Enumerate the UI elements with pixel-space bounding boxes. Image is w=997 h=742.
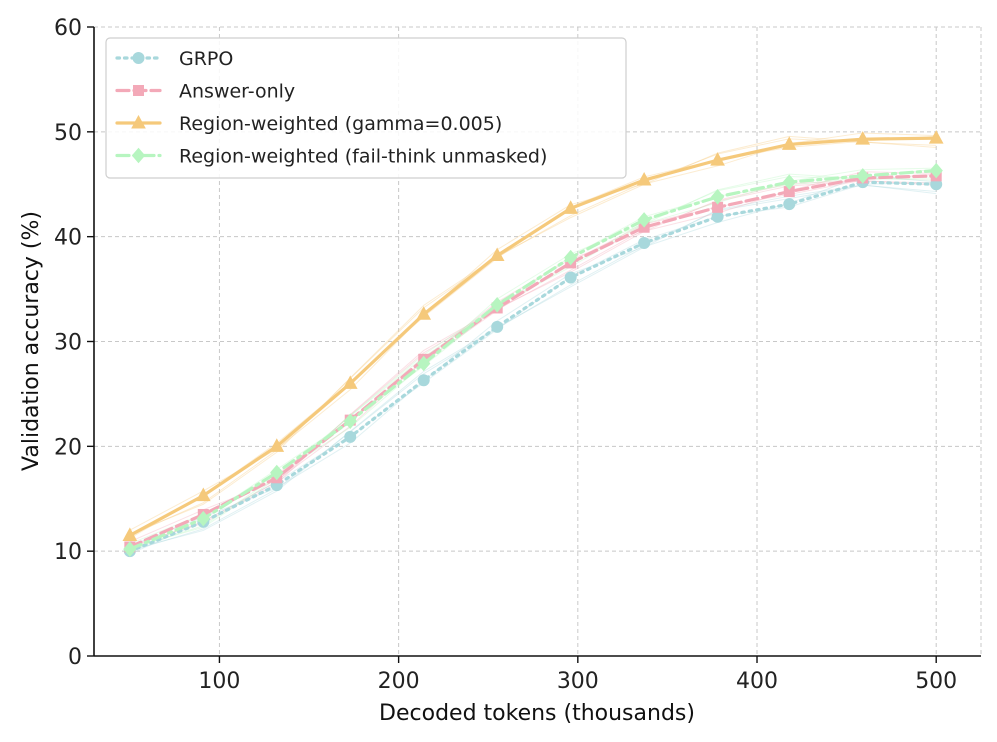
seed-trace (129, 173, 937, 549)
seed-trace (129, 138, 937, 536)
legend-label: GRPO (179, 48, 233, 70)
data-point (123, 541, 137, 557)
data-point (344, 430, 357, 443)
legend-label: Region-weighted (fail-think unmasked) (179, 146, 547, 168)
y-tick-label: 30 (54, 331, 82, 356)
legend-marker (132, 52, 145, 64)
data-point (342, 375, 358, 389)
data-point (269, 438, 285, 452)
legend-label: Region-weighted (gamma=0.005) (179, 113, 502, 135)
data-point (563, 249, 578, 266)
data-point (929, 162, 943, 179)
x-tick-label: 400 (736, 669, 778, 694)
seed-trace (129, 168, 937, 553)
series-layer (122, 130, 944, 558)
seed-trace (129, 184, 937, 552)
seed-trace (129, 135, 937, 535)
data-point (710, 189, 725, 205)
y-tick-label: 40 (54, 226, 82, 251)
x-tick-label: 500 (915, 669, 957, 694)
data-point (636, 172, 652, 186)
data-point (711, 210, 724, 223)
legend-entry: GRPO (115, 48, 233, 70)
seed-trace (129, 180, 937, 547)
y-tick-label: 10 (54, 540, 82, 565)
y-tick-label: 60 (54, 16, 82, 41)
y-tick-label: 50 (54, 121, 82, 146)
data-point (563, 200, 578, 214)
series-line (128, 136, 938, 538)
y-axis-title: Validation accuracy (%) (19, 211, 44, 471)
seed-trace (129, 184, 937, 551)
series-line (128, 174, 938, 549)
data-point (417, 355, 431, 372)
y-tick-label: 20 (54, 435, 82, 460)
legend: GRPO Answer-only Region-weighted (gamma=0.… (105, 37, 627, 179)
data-point (491, 320, 504, 333)
data-point (710, 152, 725, 166)
series-line (128, 169, 938, 551)
y-tick-label: 0 (68, 645, 82, 670)
data-point (783, 198, 796, 211)
series-3 (123, 162, 943, 557)
legend-entry: Region-weighted (fail-think unmasked) (115, 146, 547, 168)
data-point (270, 464, 284, 481)
legend-label: Answer-only (179, 81, 295, 103)
data-point (637, 212, 651, 228)
x-axis-title: Decoded tokens (thousands) (379, 701, 695, 726)
series-line (128, 180, 938, 553)
data-point (928, 130, 944, 144)
data-point (196, 510, 210, 527)
data-point (195, 487, 211, 502)
data-point (856, 168, 870, 184)
data-point (417, 374, 430, 387)
legend-marker (131, 114, 146, 129)
series-2 (122, 130, 944, 541)
seed-trace (129, 181, 937, 555)
legend-entry: Answer-only (115, 81, 295, 103)
legend-marker (131, 147, 146, 164)
ticks: 0 10 20 30 40 50 60 100 200 300 400 500 (54, 16, 957, 694)
x-tick-label: 100 (198, 669, 240, 694)
x-tick-label: 300 (557, 669, 599, 694)
data-point (343, 413, 357, 429)
data-point (855, 131, 871, 145)
legend-frame (105, 37, 627, 179)
data-point (416, 306, 432, 320)
data-point (781, 136, 797, 150)
data-point (564, 271, 577, 284)
seed-trace (129, 180, 937, 548)
data-point (122, 527, 138, 541)
data-point (490, 297, 504, 313)
seed-trace (129, 175, 937, 547)
data-point (782, 174, 796, 190)
x-tick-label: 200 (378, 669, 420, 694)
data-point (489, 247, 505, 262)
legend-entry: Region-weighted (gamma=0.005) (115, 113, 502, 135)
legend-marker (133, 85, 144, 96)
data-point (638, 236, 651, 249)
